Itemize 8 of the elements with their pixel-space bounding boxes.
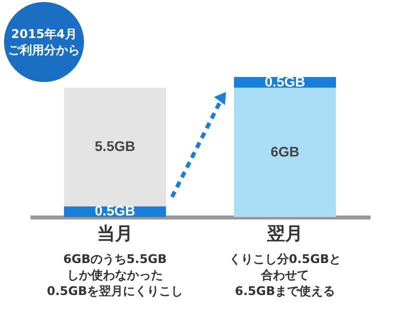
text: 6GBのうち5.5GBしか使わなかった0.5GBを翌月にくりこし — [46, 251, 184, 299]
x-tick-label: 翌月 — [266, 224, 303, 244]
data-label: 0.5GB — [94, 202, 136, 219]
data-label: 0.5GB — [264, 73, 306, 90]
text: くりこし分0.5GBと合わせて6.5GBまで使える — [228, 251, 342, 299]
x-tick-label: 当月 — [97, 224, 133, 244]
data-label: 6GB — [270, 143, 300, 160]
data-label: 5.5GB — [94, 138, 136, 154]
